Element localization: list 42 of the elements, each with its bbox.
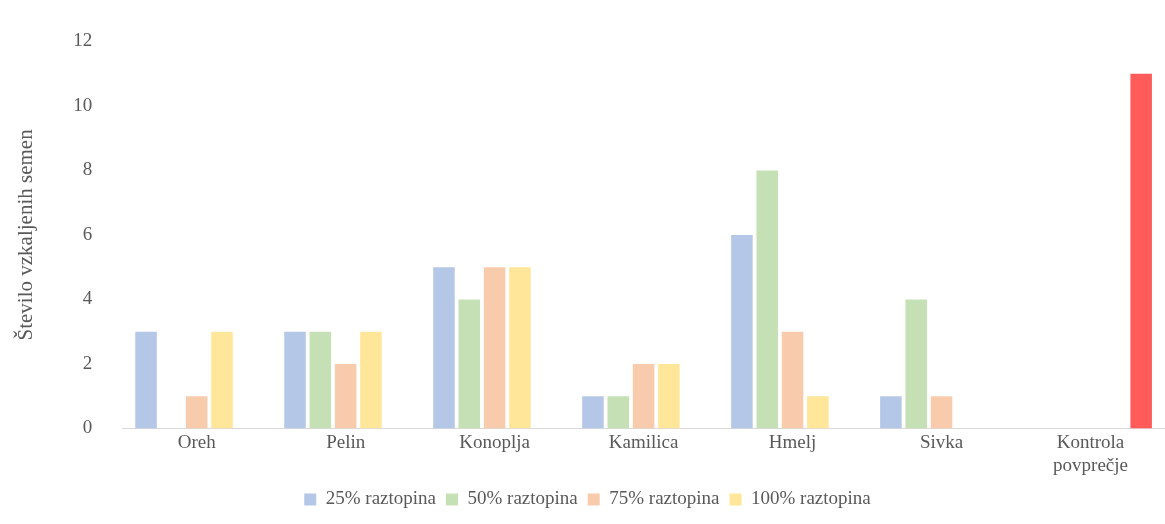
bar: [211, 331, 233, 429]
y-tick-label: 0: [82, 416, 93, 438]
bar: [781, 331, 804, 429]
bar: [309, 331, 332, 429]
bar: [632, 363, 655, 429]
bar: [658, 363, 680, 429]
bar: [284, 331, 306, 429]
x-tick-label: Sivka: [919, 430, 964, 452]
legend-label: 75% raztopina: [609, 487, 721, 509]
y-tick-label: 8: [82, 158, 93, 180]
legend-label: 25% raztopina: [325, 487, 437, 509]
x-tick-label: Oreh: [177, 430, 217, 452]
bar: [360, 331, 382, 429]
bar: [458, 299, 481, 429]
bar: [483, 267, 506, 429]
bar: [731, 234, 753, 429]
legend-label: 50% raztopina: [467, 487, 579, 509]
x-tick-label: Kamilica: [608, 430, 679, 452]
x-tick-label: Konoplja: [459, 430, 531, 452]
bar: [433, 267, 455, 429]
bar: [930, 396, 953, 429]
bar: [135, 331, 157, 429]
y-tick-label: 10: [73, 93, 93, 115]
bar: [607, 396, 630, 429]
y-axis-title: Število vzkaljenih semen: [13, 128, 38, 341]
bar: [185, 396, 208, 429]
bar: [807, 396, 829, 429]
y-tick-label: 6: [82, 222, 93, 244]
bar: [582, 396, 604, 429]
bar: [756, 170, 779, 429]
bar: [880, 396, 902, 429]
y-tick-label: 12: [73, 29, 93, 51]
bar: [334, 363, 357, 429]
x-tick-label: Hmelj: [768, 430, 817, 452]
legend-label: 100% raztopina: [751, 487, 872, 509]
bar: [1130, 73, 1152, 429]
y-tick-label: 2: [82, 351, 93, 373]
x-tick-label: Kontrola povprečje: [1053, 430, 1128, 475]
bar: [509, 267, 531, 429]
y-tick-label: 4: [82, 287, 93, 309]
x-tick-label: Pelin: [326, 430, 366, 452]
bar: [905, 299, 927, 429]
